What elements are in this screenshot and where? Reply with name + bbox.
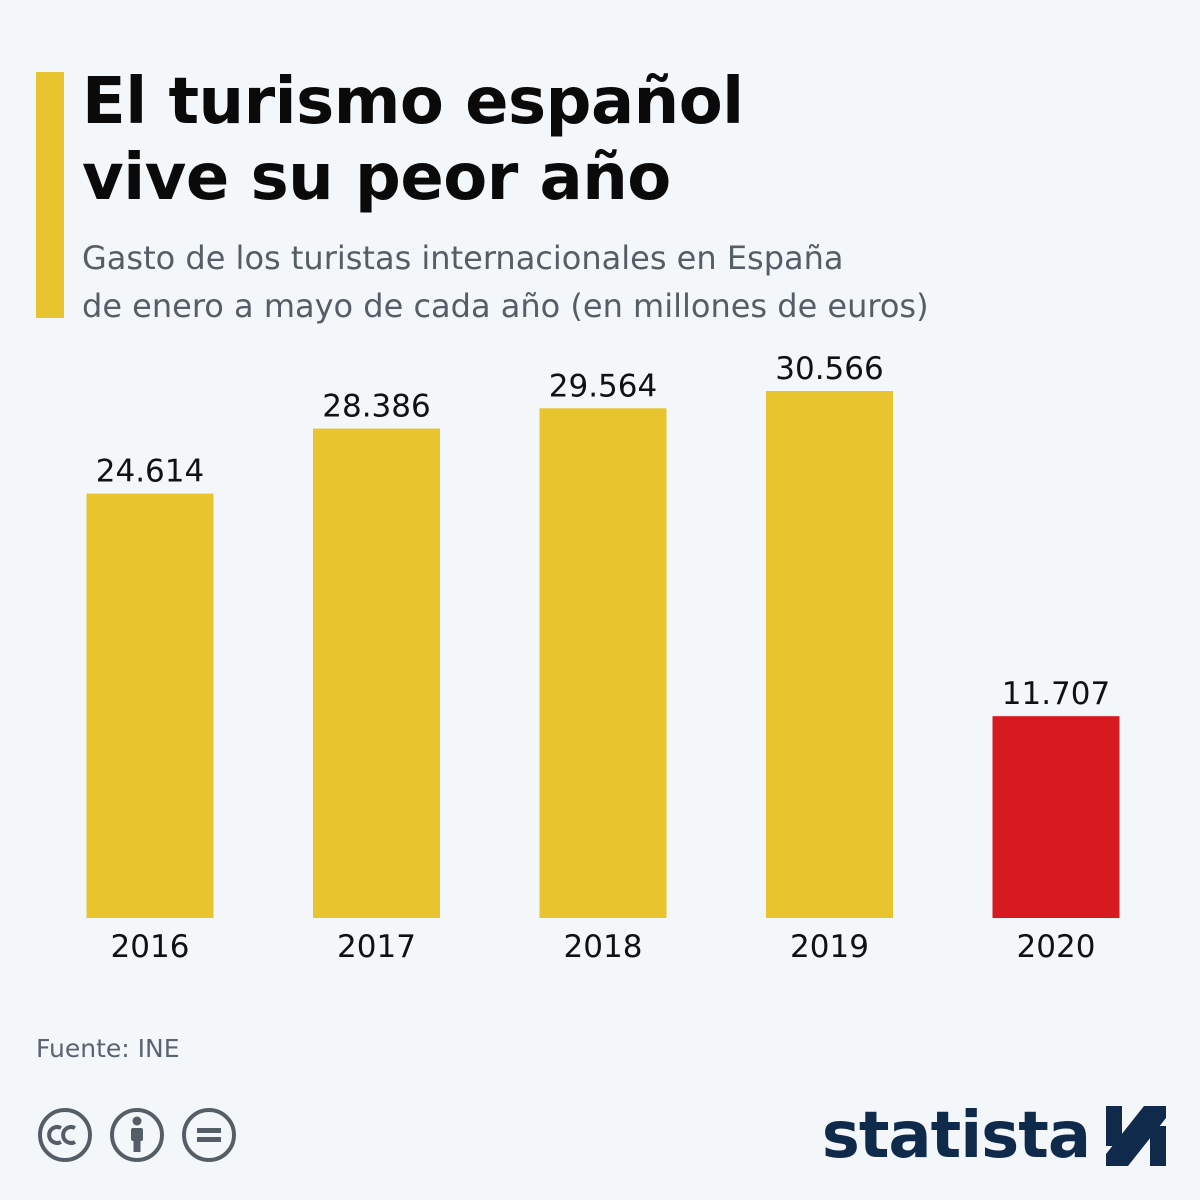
bar-2016 [86, 493, 214, 918]
bar-2020 [992, 716, 1120, 918]
by-attribution-icon[interactable] [108, 1106, 166, 1164]
statista-brand[interactable]: statista [822, 1096, 1166, 1176]
value-label-2016: 24.614 [96, 454, 204, 490]
x-tick-label-2019: 2019 [790, 929, 869, 965]
license-icons [36, 1106, 238, 1164]
subtitle-line-1: Gasto de los turistas internacionales en… [82, 239, 844, 277]
value-label-2019: 30.566 [775, 351, 883, 387]
value-label-2018: 29.564 [549, 368, 657, 404]
accent-bar [36, 72, 64, 318]
cc-icon[interactable] [36, 1106, 94, 1164]
x-tick-label-2018: 2018 [564, 929, 643, 965]
value-label-2017: 28.386 [322, 389, 430, 425]
subtitle: Gasto de los turistas internacionales en… [82, 234, 1182, 330]
statista-logo-icon [1106, 1106, 1166, 1166]
x-tick-label-2020: 2020 [1017, 929, 1096, 965]
page-title: El turismo español vive su peor año [82, 64, 1162, 216]
title-line-1: El turismo español [82, 65, 744, 139]
bar-2017 [313, 428, 440, 918]
source-note: Fuente: INE [36, 1034, 180, 1063]
title-line-2: vive su peor año [82, 141, 671, 215]
bar-2018 [539, 408, 667, 918]
subtitle-line-2: de enero a mayo de cada año (en millones… [82, 287, 929, 325]
x-tick-label-2016: 2016 [111, 929, 190, 965]
value-label-2020: 11.707 [1002, 676, 1110, 712]
brand-name: statista [821, 1099, 1091, 1173]
x-tick-label-2017: 2017 [337, 929, 416, 965]
bar-2019 [766, 391, 893, 918]
bar-chart: 24.614 2016 28.386 2017 29.564 2018 30.566 2019… [86, 351, 1120, 965]
no-derivatives-icon[interactable] [180, 1106, 238, 1164]
